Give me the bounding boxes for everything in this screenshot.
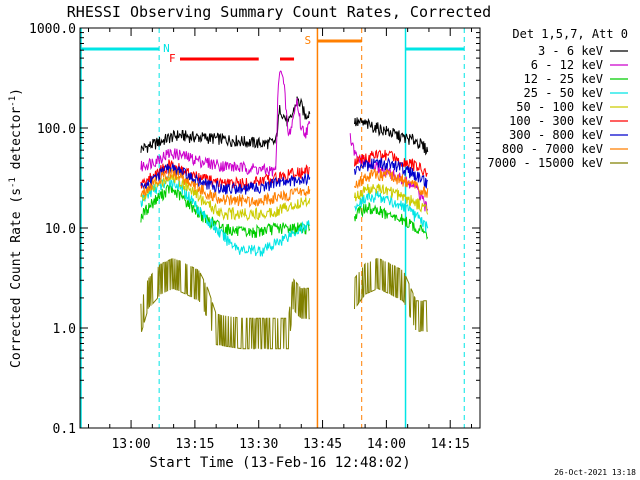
y-tick-label: 100.0 (37, 122, 76, 137)
y-axis-label-exp1: -1 (8, 177, 18, 188)
series-line-8-seg2 (354, 258, 428, 332)
y-tick-label: 1000.0 (29, 22, 76, 37)
x-tick-label: 13:45 (303, 437, 342, 452)
series-line-4-seg1 (140, 172, 311, 222)
y-axis-label-exp2: -1 (8, 96, 18, 107)
legend-label-0: 3 - 6 keV (538, 44, 603, 58)
series-line-7-seg2 (354, 167, 429, 198)
series-line-5-seg1 (140, 159, 310, 191)
series-line-6-seg1 (140, 163, 311, 195)
series-line-7-seg1 (140, 168, 311, 208)
x-tick-label: 13:00 (111, 437, 150, 452)
series-line-0-seg1 (140, 96, 311, 153)
chart-title: RHESSI Observing Summary Count Rates, Co… (67, 3, 491, 21)
x-tick-label: 13:30 (239, 437, 278, 452)
night-label: N (163, 42, 170, 55)
y-axis-label-part1: Corrected Count Rate (s (9, 188, 24, 368)
x-tick-label: 13:15 (175, 437, 214, 452)
series-line-2-seg1 (140, 184, 311, 238)
series-line-0-seg2 (354, 117, 429, 156)
series-line-1-seg1 (140, 70, 311, 177)
legend-label-6: 300 - 800 keV (509, 128, 603, 142)
x-tick-label: 14:00 (367, 437, 406, 452)
legend-label-3: 25 - 50 keV (524, 86, 603, 100)
y-tick-label: 0.1 (53, 422, 76, 437)
y-axis-label: Corrected Count Rate (s-1 detector-1) (8, 88, 24, 368)
legend-label-4: 50 - 100 keV (516, 100, 603, 114)
y-tick-label: 1.0 (53, 322, 76, 337)
x-axis: 13:00 13:15 13:30 13:45 14:00 14:15 (88, 28, 472, 452)
legend-label-5: 100 - 300 keV (509, 114, 603, 128)
series-line-4-seg2 (354, 183, 429, 215)
legend-label-1: 6 - 12 keV (531, 58, 603, 72)
timestamp: 26-Oct-2021 13:18 (554, 468, 636, 477)
series-line-6-seg2 (354, 157, 429, 189)
series-line-2-seg2 (354, 201, 429, 240)
legend-label-2: 12 - 25 keV (524, 72, 603, 86)
x-tick-label: 14:15 (431, 437, 470, 452)
series-line-5-seg2 (354, 149, 428, 178)
saa-label: S (304, 34, 311, 47)
y-axis: 0.1 1.0 10.0 100.0 1000.0 (29, 22, 480, 437)
legend-label-7: 800 - 7000 keV (502, 142, 603, 156)
y-tick-label: 10.0 (45, 222, 76, 237)
series-line-8-seg1 (140, 258, 310, 350)
x-axis-label: Start Time (13-Feb-16 12:48:02) (149, 455, 410, 471)
y-axis-label-part3: ) (9, 88, 24, 96)
series-layer (140, 70, 429, 350)
legend-title: Det 1,5,7, Att 0 (512, 27, 628, 41)
y-axis-label-part2: detector (9, 107, 24, 178)
observing-intervals: NF S (80, 28, 465, 428)
legend-label-8: 7000 - 15000 keV (487, 156, 603, 170)
flare-label: F (169, 52, 176, 65)
